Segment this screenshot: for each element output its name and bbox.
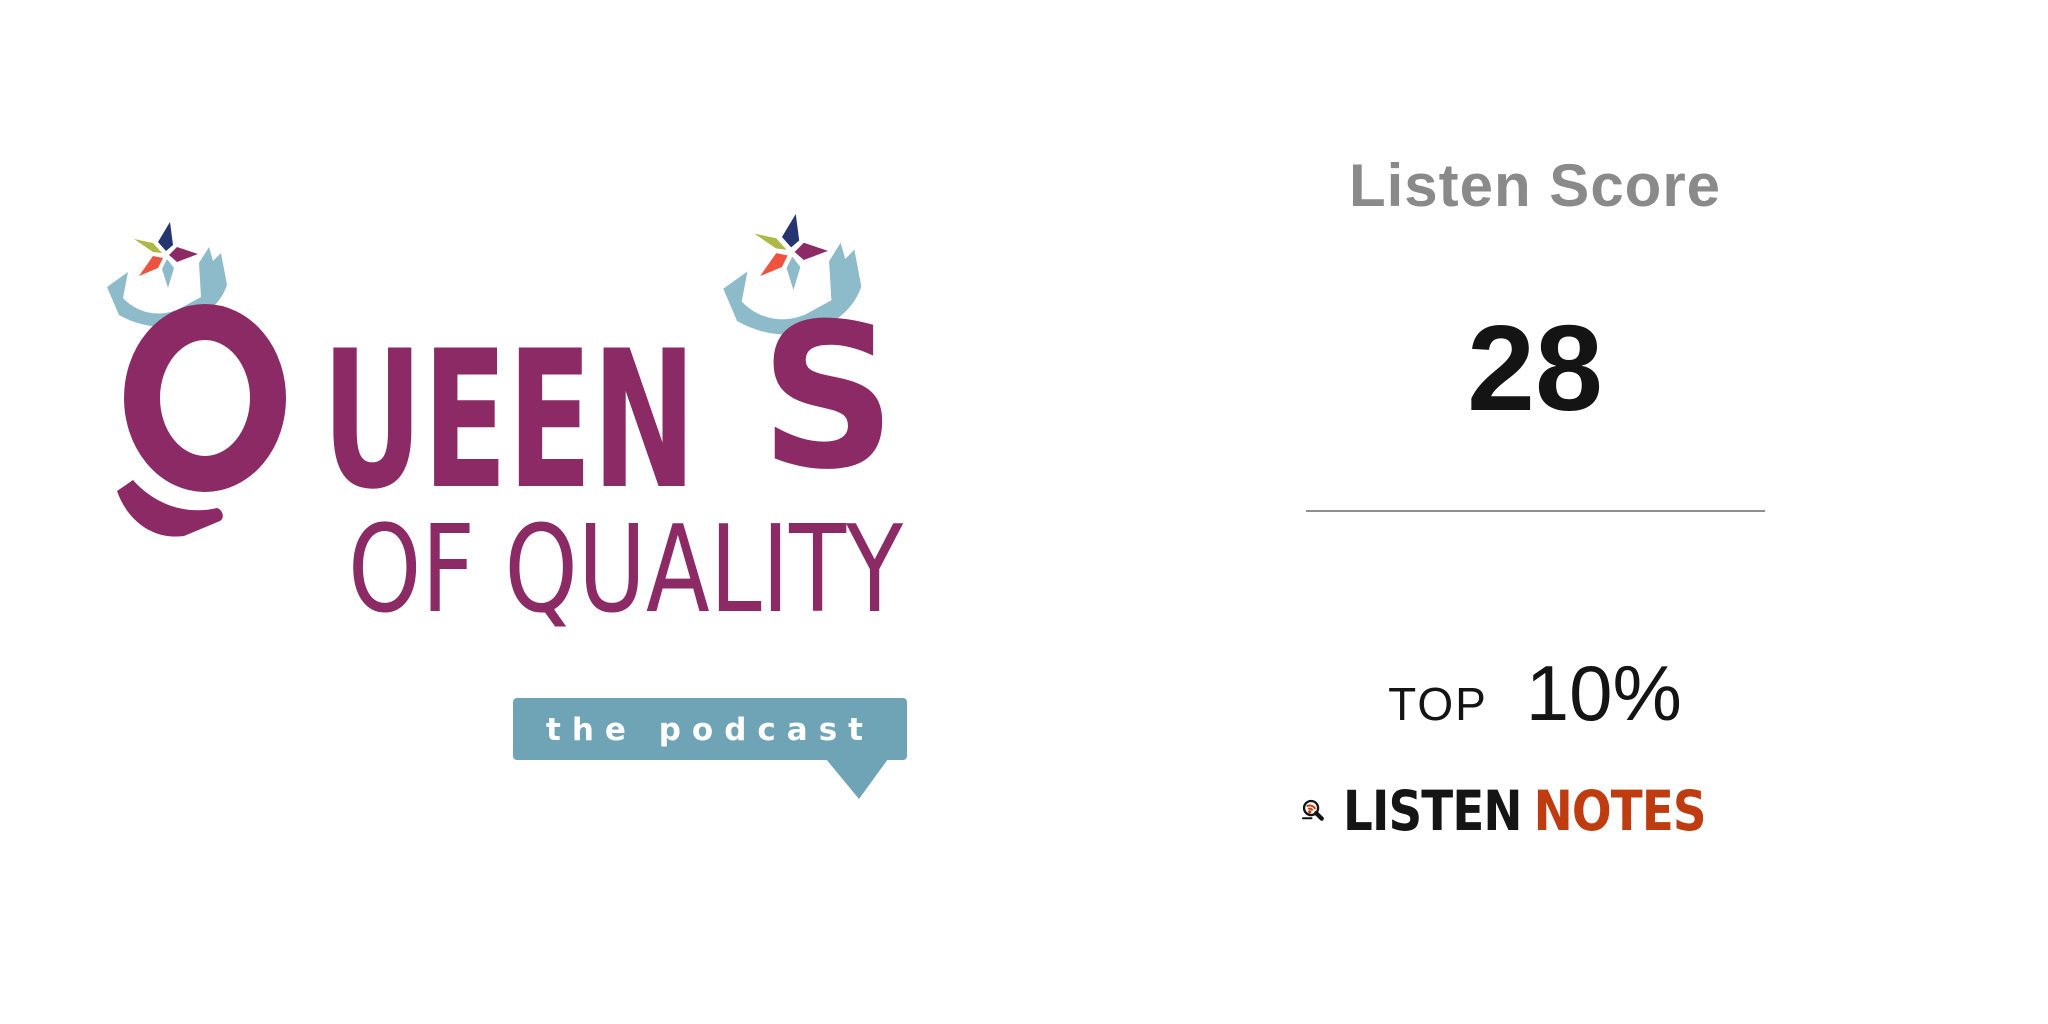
listen-score-value: 28 — [1467, 300, 1603, 436]
sparkle-star-icon — [754, 214, 828, 290]
divider-line — [1305, 510, 1765, 512]
wordmark-s: S — [760, 281, 896, 514]
bubble-tail — [826, 759, 888, 799]
brand-word-listen: LISTEN — [1343, 778, 1523, 843]
tagline-bubble: the podcast — [513, 698, 907, 799]
q-tail-swash — [117, 480, 223, 537]
listen-notes-brand[interactable]: LISTEN NOTES — [1300, 780, 1770, 842]
crown-shape — [723, 242, 862, 335]
logo-subtitle: OF QUALITY — [348, 501, 904, 640]
percentile-label: TOP — [1388, 678, 1488, 730]
rss-waves-icon — [1306, 804, 1317, 814]
brand-wordmark: LISTEN NOTES — [1343, 778, 1707, 843]
tagline-text: the podcast — [546, 712, 874, 748]
percentile-row: TOP 10% — [1300, 654, 1770, 732]
wordmark-ueen: UEEN — [322, 310, 696, 531]
magnifier-rss-icon — [1302, 799, 1324, 821]
bubble-rect — [513, 698, 907, 760]
letter-q-glyph — [117, 304, 286, 537]
percentile-value: 10% — [1525, 649, 1682, 737]
listen-score-panel: Listen Score 28 TOP 10% LISTEN NOTES — [1300, 80, 1770, 950]
podcast-logo: UEEN S OF QUALITY the podcast — [107, 214, 907, 799]
brand-word-notes: NOTES — [1533, 778, 1707, 843]
listen-score-heading: Listen Score — [1348, 152, 1722, 219]
crown-right-icon — [723, 214, 862, 335]
sparkle-star-icon — [134, 222, 198, 288]
